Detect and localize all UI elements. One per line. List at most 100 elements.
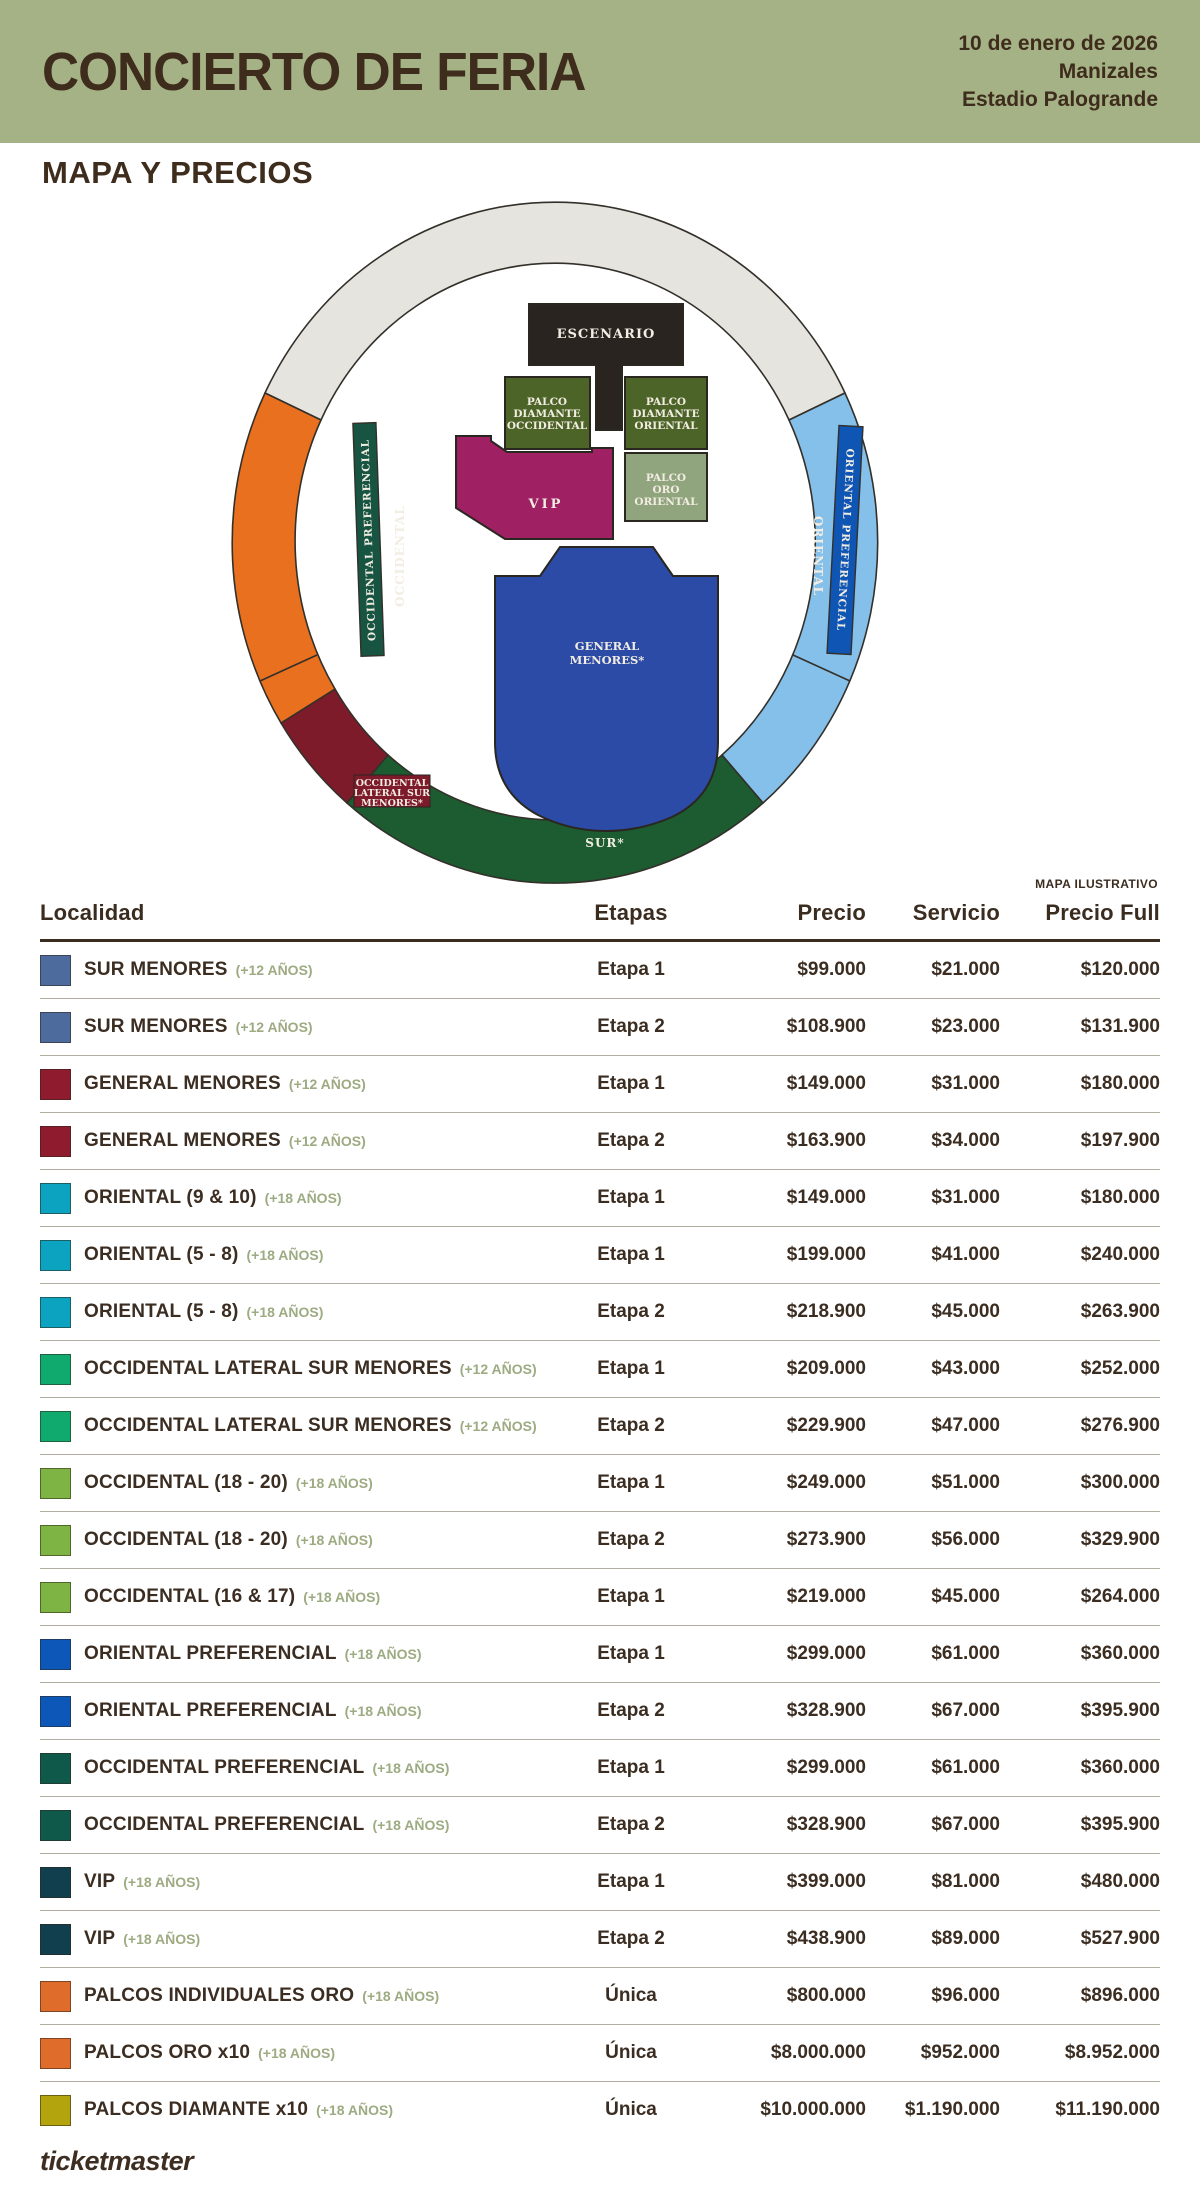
price-cell: $299.000 [786,1757,866,1778]
stage-cell: Etapa 2 [597,1301,665,1322]
table-row: ORIENTAL PREFERENCIAL (+18 AÑOS) Etapa 2… [40,1683,1160,1740]
stage-cell: Etapa 2 [597,1016,665,1037]
stage-cell: Etapa 2 [597,1700,665,1721]
price-cell: $328.900 [786,1700,866,1721]
full-price-cell: $180.000 [1080,1187,1160,1208]
stage-cell: Etapa 1 [597,959,665,980]
stage-cell: Única [605,1985,657,2006]
locality-cell: OCCIDENTAL LATERAL SUR MENORES (+12 AÑOS… [40,1353,556,1385]
service-fee-cell: $96.000 [931,1985,1000,2006]
service-fee-cell: $23.000 [931,1016,1000,1037]
page-title: MAPA Y PRECIOS [42,155,314,190]
age-restriction: (+18 AÑOS) [123,1874,201,1890]
full-price-cell: $120.000 [1080,959,1160,980]
service-fee-cell: $41.000 [931,1244,1000,1265]
map-occidental-lateral-label: MENORES* [361,798,423,809]
column-header-localidad: Localidad [40,900,145,925]
age-restriction: (+18 AÑOS) [123,1931,201,1947]
locality-cell: OCCIDENTAL PREFERENCIAL (+18 AÑOS) [40,1752,556,1784]
section-color-swatch [40,1296,71,1328]
service-fee-cell: $61.000 [931,1643,1000,1664]
map-palco-diamante-occidental-label: DIAMANTE [513,408,580,420]
section-name: OCCIDENTAL PREFERENCIAL [84,1757,365,1778]
full-price-cell: $329.900 [1080,1529,1160,1550]
full-price-cell: $480.000 [1080,1871,1160,1892]
service-fee-cell: $67.000 [931,1814,1000,1835]
stage-cell: Etapa 1 [597,1187,665,1208]
service-fee-cell: $56.000 [931,1529,1000,1550]
price-cell: $149.000 [786,1187,866,1208]
table-row: OCCIDENTAL (18 - 20) (+18 AÑOS) Etapa 1 … [40,1455,1160,1512]
service-fee-cell: $34.000 [931,1130,1000,1151]
locality-cell: OCCIDENTAL (18 - 20) (+18 AÑOS) [40,1524,556,1556]
price-cell: $199.000 [786,1244,866,1265]
table-row: OCCIDENTAL LATERAL SUR MENORES (+12 AÑOS… [40,1398,1160,1455]
section-name: GENERAL MENORES [84,1073,281,1094]
full-price-cell: $252.000 [1080,1358,1160,1379]
locality-cell: ORIENTAL (5 - 8) (+18 AÑOS) [40,1296,556,1328]
age-restriction: (+18 AÑOS) [295,1475,373,1491]
locality-cell: GENERAL MENORES (+12 AÑOS) [40,1125,556,1157]
stage-cell: Única [605,2042,657,2063]
age-restriction: (+18 AÑOS) [246,1304,324,1320]
section-color-swatch [40,1581,71,1613]
section-color-swatch [40,1410,71,1442]
full-price-cell: $395.900 [1080,1700,1160,1721]
full-price-cell: $360.000 [1080,1757,1160,1778]
table-row: ORIENTAL (5 - 8) (+18 AÑOS) Etapa 2 $218… [40,1284,1160,1341]
table-row: OCCIDENTAL PREFERENCIAL (+18 AÑOS) Etapa… [40,1797,1160,1854]
price-table: Localidad Etapas Precio Servicio Precio … [40,900,1160,2138]
section-name: OCCIDENTAL (18 - 20) [84,1529,288,1550]
age-restriction: (+18 AÑOS) [372,1760,450,1776]
column-header-etapas: Etapas [594,900,668,925]
service-fee-cell: $21.000 [931,959,1000,980]
section-name: OCCIDENTAL LATERAL SUR MENORES [84,1358,452,1379]
column-header-precio: Precio [797,900,866,925]
age-restriction: (+18 AÑOS) [344,1646,422,1662]
full-price-cell: $276.900 [1080,1415,1160,1436]
section-name: OCCIDENTAL PREFERENCIAL [84,1814,365,1835]
service-fee-cell: $45.000 [931,1586,1000,1607]
section-name: PALCOS ORO x10 [84,2042,251,2063]
section-color-swatch [40,1923,71,1955]
price-cell: $328.900 [786,1814,866,1835]
column-header-servicio: Servicio [912,900,1000,925]
price-cell: $209.000 [786,1358,866,1379]
map-vip-label: VIP [528,497,564,512]
locality-cell: VIP (+18 AÑOS) [40,1866,556,1898]
service-fee-cell: $67.000 [931,1700,1000,1721]
age-restriction: (+18 AÑOS) [362,1988,440,2004]
price-table-body: SUR MENORES (+12 AÑOS) Etapa 1 $99.000 $… [40,942,1160,2138]
table-row: OCCIDENTAL PREFERENCIAL (+18 AÑOS) Etapa… [40,1740,1160,1797]
section-name: OCCIDENTAL (18 - 20) [84,1472,288,1493]
price-cell: $219.000 [786,1586,866,1607]
age-restriction: (+18 AÑOS) [246,1247,324,1263]
service-fee-cell: $61.000 [931,1757,1000,1778]
map-occidental-lateral-label: LATERAL SUR [354,788,430,799]
locality-cell: OCCIDENTAL PREFERENCIAL (+18 AÑOS) [40,1809,556,1841]
section-name: SUR MENORES [84,1016,228,1037]
map-palco-diamante-oriental-label: PALCO [646,396,686,408]
map-palco-diamante-occidental-shape [504,376,591,450]
full-price-cell: $264.000 [1080,1586,1160,1607]
price-cell: $399.000 [786,1871,866,1892]
service-fee-cell: $81.000 [931,1871,1000,1892]
service-fee-cell: $45.000 [931,1301,1000,1322]
table-row: OCCIDENTAL (18 - 20) (+18 AÑOS) Etapa 2 … [40,1512,1160,1569]
stage-cell: Etapa 2 [597,1529,665,1550]
section-color-swatch [40,1866,71,1898]
section-color-swatch [40,1524,71,1556]
section-color-swatch [40,1353,71,1385]
map-escenario-shape [528,303,684,431]
map-sur-label: SUR* [585,836,624,850]
age-restriction: (+12 AÑOS) [288,1076,366,1092]
section-color-swatch [40,2037,71,2069]
table-row: GENERAL MENORES (+12 AÑOS) Etapa 2 $163.… [40,1113,1160,1170]
event-city: Manizales [1058,59,1158,83]
locality-cell: PALCOS ORO x10 (+18 AÑOS) [40,2037,556,2069]
table-row: SUR MENORES (+12 AÑOS) Etapa 2 $108.900 … [40,999,1160,1056]
service-fee-cell: $31.000 [931,1073,1000,1094]
section-color-swatch [40,1182,71,1214]
full-price-cell: $395.900 [1080,1814,1160,1835]
age-restriction: (+18 AÑOS) [264,1190,342,1206]
